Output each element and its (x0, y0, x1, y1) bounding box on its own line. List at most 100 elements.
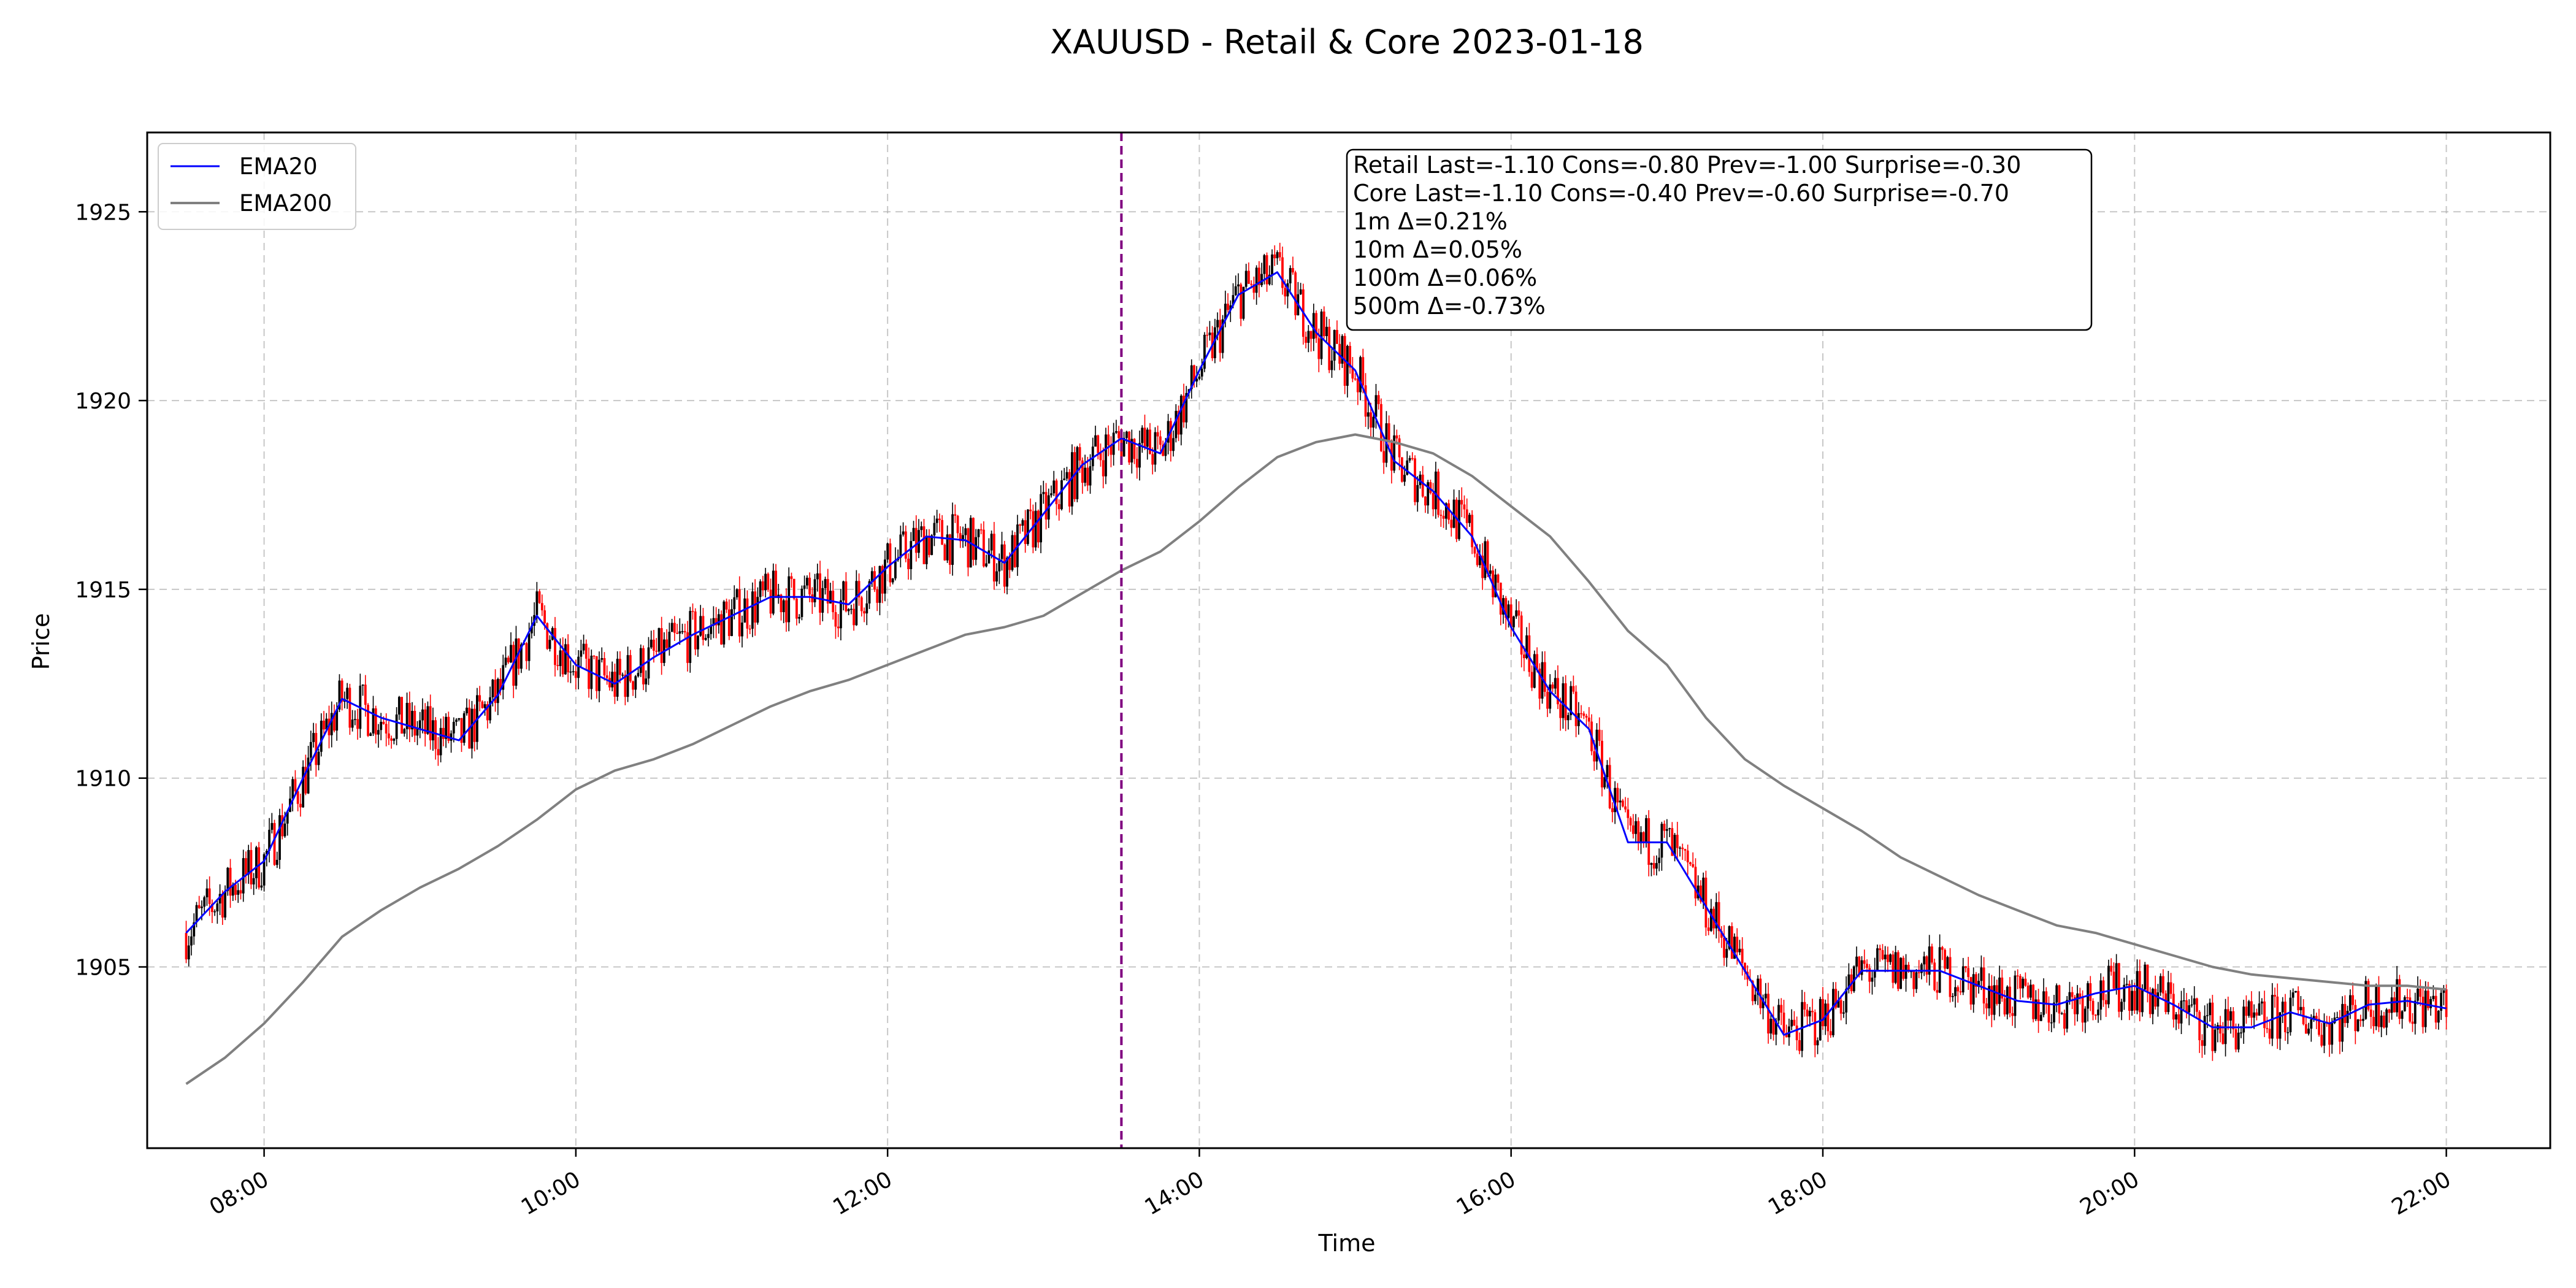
candle-body (2154, 989, 2157, 1007)
candle-body (556, 665, 559, 666)
candle-body (1374, 395, 1378, 417)
candle-body (2022, 978, 2025, 989)
candle-body (2352, 995, 2354, 1005)
candle-body (681, 631, 684, 632)
candle-body (515, 638, 518, 686)
candle-body (348, 688, 351, 728)
candle-body (1704, 877, 1708, 928)
candle-body (286, 811, 289, 824)
candle-body (2247, 1001, 2250, 1016)
candle-body (1102, 460, 1105, 477)
candle-body (1151, 454, 1154, 465)
candle-body (1406, 460, 1409, 475)
candle-body (1336, 329, 1338, 344)
candle-body (473, 708, 476, 742)
candle-body (1416, 485, 1419, 502)
candle-body (1248, 270, 1250, 284)
candle-body (2297, 991, 2300, 1011)
candle-body (1564, 683, 1567, 721)
candle-body (270, 822, 274, 830)
candle-body (2117, 963, 2120, 1012)
candle-body (878, 565, 881, 603)
candle-body (608, 678, 611, 688)
candle-body (899, 534, 902, 558)
candle-body (2016, 975, 2019, 976)
candle-body (1494, 574, 1497, 597)
candle-body (1871, 977, 1874, 982)
candle-body (2115, 963, 2118, 989)
candle-body (304, 767, 307, 794)
candle-body (1437, 471, 1440, 515)
candle-body (1744, 962, 1746, 972)
candle-body (374, 708, 377, 735)
candle-body (1237, 284, 1240, 286)
candle-body (1203, 334, 1206, 369)
candle-body (767, 573, 770, 590)
candle-body (530, 626, 533, 634)
candle-body (782, 600, 785, 613)
candle-body (1154, 432, 1157, 465)
candle-body (1965, 966, 1967, 968)
candle-body (743, 598, 746, 623)
candle-body (1021, 520, 1024, 526)
candle-body (819, 573, 821, 613)
candle-body (1315, 313, 1317, 339)
annotation-line-100m: 100m Δ=0.06% (1353, 264, 1537, 291)
candle-body (2339, 1017, 2341, 1042)
candle-body (1614, 788, 1617, 813)
candle-body (218, 894, 221, 904)
candle-body (876, 589, 879, 603)
candle-body (2348, 995, 2352, 1011)
candle-body (315, 733, 318, 765)
candle-body (676, 632, 678, 634)
candle-body (458, 718, 461, 720)
candle-body (2089, 983, 2092, 1001)
candle-body (2107, 965, 2110, 1005)
candle-body (294, 779, 297, 792)
candle-body (2328, 1022, 2331, 1045)
candle-body (964, 528, 967, 535)
x-tick-label: 12:00 (829, 1167, 896, 1220)
candle-body (520, 644, 523, 669)
candle-body (2336, 1017, 2339, 1018)
candle-body (1432, 493, 1435, 510)
candle-body (1252, 284, 1255, 293)
candle-body (849, 608, 853, 610)
candle-body (1587, 717, 1590, 722)
candle-body (2026, 985, 2030, 998)
candle-body (1720, 931, 1723, 938)
candle-body (496, 679, 499, 703)
candle-body (1709, 908, 1712, 931)
candle-body (1517, 610, 1520, 616)
candle-body (1179, 396, 1183, 435)
candle-body (401, 697, 403, 734)
annotation-line-core: Core Last=-1.10 Cons=-0.40 Prev=-0.60 Su… (1353, 180, 2009, 207)
candle-body (452, 721, 455, 734)
candle-body (2281, 1002, 2284, 1013)
candle-body (1362, 357, 1365, 386)
candle-body (275, 859, 278, 865)
candle-body (2315, 1016, 2318, 1019)
candle-body (954, 514, 957, 516)
candle-body (1255, 267, 1258, 293)
legend: EMA20 EMA200 (158, 143, 356, 230)
candle-body (2180, 1000, 2183, 1024)
candle-body (1528, 635, 1531, 672)
candle-body (462, 713, 466, 743)
candle-body (891, 578, 894, 583)
candle-body (1730, 926, 1733, 959)
candle-body (439, 727, 442, 756)
candle-body (1185, 393, 1188, 423)
candle-body (1172, 438, 1175, 451)
candle-body (1193, 365, 1195, 381)
candle-body (1240, 284, 1243, 319)
candle-body (193, 922, 196, 937)
candle-body (1271, 254, 1273, 275)
candle-body (1954, 987, 1957, 997)
candle-body (1312, 313, 1315, 339)
candle-body (1309, 331, 1313, 339)
candle-body (1894, 952, 1897, 983)
candle-body (2034, 999, 2037, 1019)
x-tick-label: 14:00 (1141, 1167, 1208, 1220)
candle-body (1206, 334, 1209, 336)
